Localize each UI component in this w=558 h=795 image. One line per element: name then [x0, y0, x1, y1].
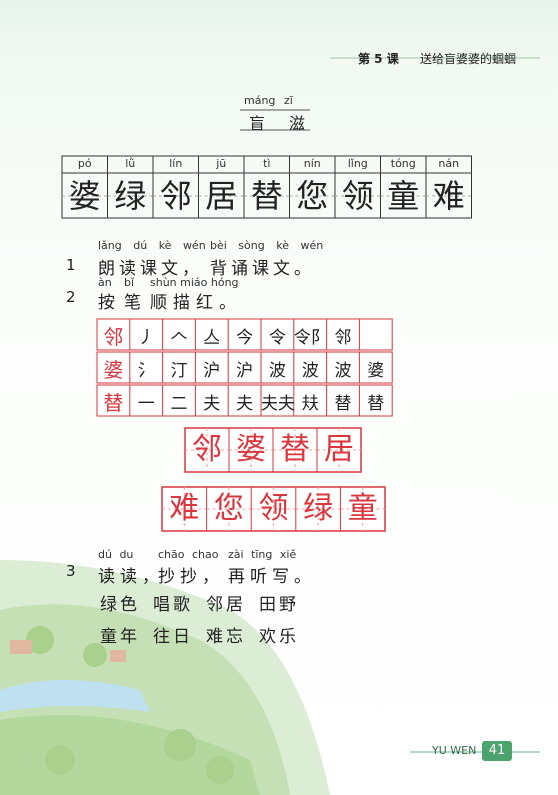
stroke-char: 婆 — [103, 358, 124, 382]
exercise-text: 顺描红。 — [150, 293, 242, 313]
pinyin: pó — [77, 157, 92, 170]
page-number: 41 — [488, 743, 506, 758]
exercise-text: 按 — [98, 293, 121, 313]
vocab-char: 婆 — [68, 177, 101, 215]
red-char: 领 — [258, 491, 289, 526]
stroke-char: 替 — [103, 391, 124, 415]
stroke-char: 邻 — [103, 325, 124, 349]
word: 绿色 — [100, 595, 140, 615]
red-char: 婆 — [236, 432, 266, 467]
stroke-step: 邻 — [334, 328, 352, 348]
vocab-char: 领 — [341, 177, 374, 215]
exercise-text: 笔 — [124, 293, 147, 313]
red-char: 替 — [280, 432, 310, 467]
stroke-step: 替 — [367, 394, 385, 414]
pinyin: lǎng dú kè wén — [98, 239, 206, 252]
stroke-step: 今 — [236, 328, 254, 348]
stroke-step: 沪 — [236, 361, 254, 381]
vocab-char: 邻 — [159, 177, 192, 215]
word: 田野 — [259, 595, 299, 615]
word: 邻居 — [206, 595, 246, 615]
pinyin: nán — [438, 157, 460, 170]
pinyin: lǜ — [125, 157, 136, 170]
word: 难忘 — [206, 627, 246, 647]
stroke-step: 波 — [301, 361, 319, 381]
stroke-step: 婆 — [367, 361, 385, 381]
vocab-char: 绿 — [114, 177, 147, 215]
lesson-number: 第 5 课 — [358, 52, 399, 66]
stroke-step: 替 — [334, 394, 352, 414]
red-char: 难 — [169, 491, 200, 526]
word: 往日 — [153, 627, 193, 647]
exercise-text: 读读， — [98, 567, 164, 587]
vocab-char: 居 — [205, 177, 238, 215]
pinyin: shùn miáo hóng — [150, 276, 239, 289]
stroke-step: 一 — [137, 394, 155, 414]
exercise-number: 2 — [66, 288, 76, 306]
new-char: 滋 — [289, 114, 306, 133]
stroke-row — [96, 384, 393, 417]
vocab-char: 难 — [432, 177, 465, 215]
word: 唱歌 — [153, 595, 193, 615]
stroke-step: 波 — [268, 361, 286, 381]
pinyin: tì — [263, 157, 271, 170]
exercise-text: 再听写。 — [228, 567, 316, 587]
red-char: 邻 — [192, 432, 222, 467]
word: 欢乐 — [259, 627, 299, 647]
pinyin: zī — [284, 94, 293, 107]
exercise-text: 朗读课文， — [98, 259, 203, 279]
pinyin: zài tīng xiě — [228, 548, 297, 561]
pinyin: máng — [244, 94, 276, 107]
red-char: 居 — [324, 432, 354, 467]
red-char: 童 — [347, 491, 378, 526]
pinyin: bèi sòng kè wén — [210, 239, 324, 252]
vocab-char: 替 — [250, 177, 283, 215]
red-char: 您 — [213, 491, 244, 526]
pinyin: dú du — [98, 548, 134, 561]
stroke-step: 𠆢 — [170, 328, 188, 348]
vocab-char: 您 — [296, 177, 329, 215]
pinyin: chāo chao — [158, 548, 219, 561]
stroke-step: 夫 — [203, 394, 221, 414]
stroke-step: 二 — [170, 394, 188, 414]
footer-label: YU WEN — [432, 744, 477, 757]
vocab-grid — [61, 155, 472, 219]
stroke-step: 亼 — [203, 328, 221, 348]
exercise-number: 1 — [66, 256, 76, 274]
stroke-step: 汀 — [170, 361, 188, 381]
stroke-step: 波 — [334, 361, 352, 381]
pinyin: nín — [303, 157, 321, 170]
new-char: 盲 — [249, 114, 266, 133]
pinyin: lín — [169, 157, 183, 170]
pinyin: jū — [216, 157, 227, 170]
exercise-text: 背诵课文。 — [210, 259, 315, 279]
pinyin: tóng — [390, 157, 416, 170]
stroke-step: 令阝 — [293, 328, 327, 348]
word: 童年 — [100, 627, 140, 647]
stroke-row — [96, 318, 393, 351]
stroke-step: 㚘 — [301, 394, 319, 414]
lesson-title: 送给盲婆婆的蝈蝈 — [420, 52, 517, 66]
pinyin: lǐng — [347, 157, 368, 170]
stroke-step: 丿 — [137, 328, 155, 348]
stroke-row — [96, 351, 393, 384]
stroke-step: 令 — [268, 328, 286, 348]
stroke-step: 沪 — [203, 361, 221, 381]
vocab-char: 童 — [387, 177, 420, 215]
pinyin: àn — [98, 276, 112, 289]
pinyin: bǐ — [124, 276, 135, 289]
stroke-step: 氵 — [137, 361, 155, 381]
stroke-step: 夫夫 — [261, 394, 294, 414]
stroke-step: 夫 — [236, 394, 254, 414]
exercise-number: 3 — [66, 562, 76, 580]
red-char: 绿 — [303, 491, 334, 526]
exercise-text: 抄抄， — [158, 567, 224, 587]
